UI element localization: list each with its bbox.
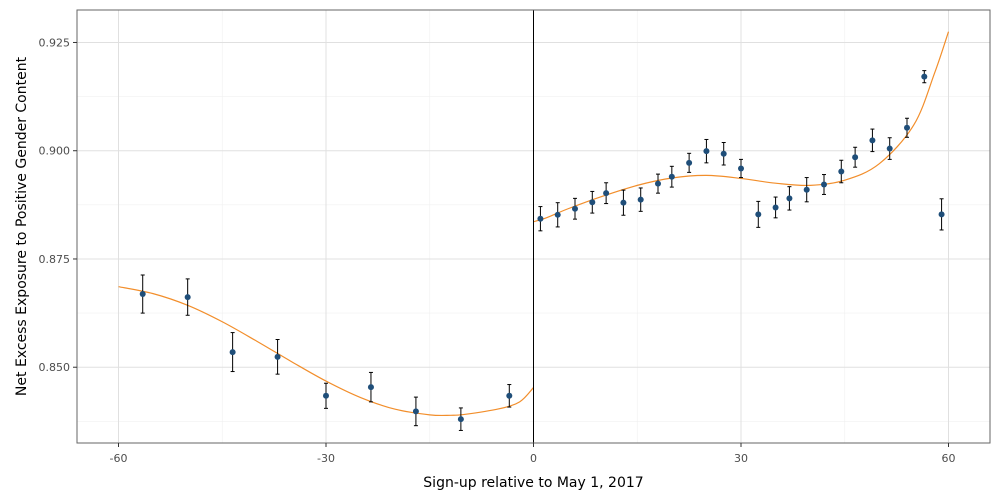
fit-curve-right [533,31,950,223]
data-point [603,190,610,197]
x-tick-label: 60 [942,452,956,465]
data-point [229,349,236,356]
x-tick-label: -60 [110,452,128,465]
data-points [139,73,945,423]
data-point [869,137,876,144]
axis-ticks: -60 -30 0 30 60 0.850 0.875 0.900 0.925 [39,36,956,465]
data-point [938,211,945,218]
data-point [886,145,893,152]
data-point [139,291,146,298]
data-point [852,154,859,161]
data-point [786,195,793,202]
data-point [655,180,661,187]
data-point [274,353,281,360]
y-tick-label: 0.850 [39,361,71,374]
data-point [755,211,762,218]
data-point [921,73,928,80]
fit-curves [118,31,950,417]
data-point [668,173,675,180]
y-tick-label: 0.875 [39,253,71,266]
data-point [686,159,693,166]
data-point [803,186,810,193]
fit-curve-left [118,286,534,417]
data-point [738,165,744,172]
data-point [184,294,191,301]
data-point [323,392,329,399]
x-tick-label: -30 [317,452,335,465]
y-tick-label: 0.900 [39,145,71,158]
data-point [554,211,561,218]
data-point [367,384,374,391]
data-point [412,408,419,415]
x-axis-title: Sign-up relative to May 1, 2017 [423,475,643,491]
data-point [637,196,644,203]
data-point [838,168,845,175]
data-point [589,199,596,206]
data-point [703,148,710,155]
x-tick-label: 30 [734,452,748,465]
data-point [904,124,910,131]
y-tick-label: 0.925 [39,36,71,49]
data-point [537,215,544,222]
data-point [572,205,578,212]
data-point [772,204,779,211]
data-point [506,392,513,399]
y-axis-title: Net Excess Exposure to Positive Gender C… [14,56,30,396]
x-tick-label: 0 [530,452,537,465]
data-point [620,199,627,206]
data-point [720,150,727,157]
data-point [821,181,827,188]
data-point [457,416,464,423]
